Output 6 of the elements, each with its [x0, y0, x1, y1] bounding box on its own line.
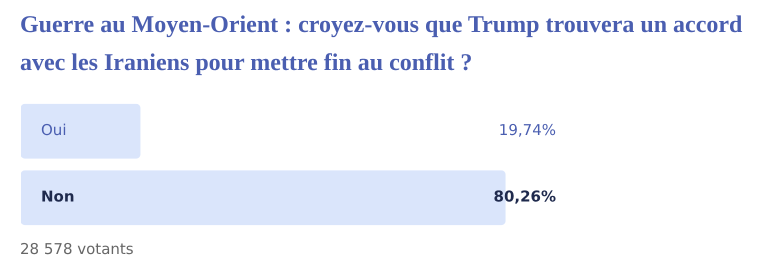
y-tick-label: Non — [41, 188, 75, 206]
text: 28 578 votants — [20, 240, 134, 258]
data-label: 19,74% — [498, 121, 556, 140]
y-tick-label: Oui — [41, 121, 66, 140]
data-label: 80,26% — [494, 188, 556, 206]
chart-title: Guerre au Moyen-Orient : croyez-vous que Trump trouvera un accord avec les Iraniens pour mettre fin au conflit ? — [20, 11, 744, 78]
